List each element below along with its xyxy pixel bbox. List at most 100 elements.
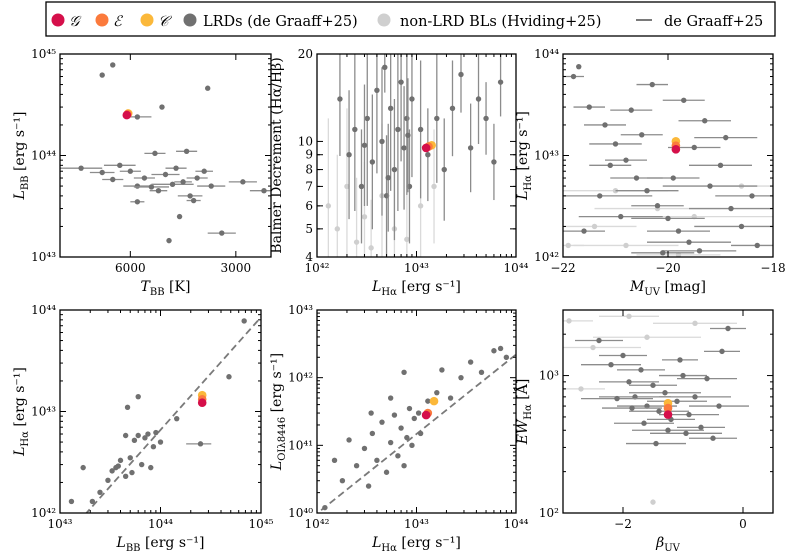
point-lrd xyxy=(602,122,608,128)
y-tick-label: 10 xyxy=(298,134,313,148)
point-lrd xyxy=(89,498,96,505)
point-G xyxy=(671,145,681,154)
point-lrd xyxy=(677,357,683,363)
point-C xyxy=(429,396,439,406)
point-lrd xyxy=(707,183,713,189)
point-lrd xyxy=(449,105,456,112)
x-tick-label: 10⁴³ xyxy=(404,261,429,275)
point-lrd xyxy=(409,96,415,102)
point-lrd xyxy=(491,159,497,165)
x-axis-label: TBB [K] xyxy=(141,279,191,298)
point-lrd xyxy=(322,504,328,511)
point-lrd xyxy=(99,72,105,78)
plot-area xyxy=(60,62,271,244)
point-lrd xyxy=(219,230,225,236)
x-tick-label: −2 xyxy=(614,517,632,531)
panels: 6000 3000 10⁴³ 10⁴⁴ 10⁴⁵ TBB [K] LBB [erg s⁻¹]… xyxy=(12,47,786,554)
point-lrd xyxy=(183,148,190,154)
point-lrd xyxy=(411,415,417,422)
point-lrd xyxy=(649,81,655,88)
point-lrd xyxy=(475,96,482,102)
legend-marker-G xyxy=(51,13,65,27)
plot-area xyxy=(563,63,773,257)
point-lrd xyxy=(447,395,454,401)
point-lrd xyxy=(644,403,650,409)
point-lrd xyxy=(391,166,398,173)
point-lrd xyxy=(383,469,390,475)
point-lrd xyxy=(644,187,650,194)
point-lrd xyxy=(497,345,504,352)
x-tick-label: 10⁴³ xyxy=(404,517,429,531)
point-lrd xyxy=(80,464,86,471)
point-lrd xyxy=(401,145,407,151)
point-lrd xyxy=(148,184,155,190)
y-axis-label: LHα [erg s⁻¹] xyxy=(515,111,534,201)
y-axis-label: EWHα [Å] xyxy=(513,379,534,446)
point-lrd xyxy=(608,361,614,368)
point-nonlrd xyxy=(692,320,698,327)
point-lrd xyxy=(628,107,634,113)
panel-frame xyxy=(59,309,262,514)
point-lrd xyxy=(174,415,180,422)
point-lrd xyxy=(425,398,431,404)
point-lrd xyxy=(124,404,131,410)
point-lrd xyxy=(339,478,346,484)
y-tick-label: 10⁴¹ xyxy=(288,438,313,452)
point-lrd xyxy=(150,443,157,450)
point-lrd xyxy=(387,105,394,112)
point-lrd xyxy=(176,213,183,220)
x-axis-label: LBB [erg s⁻¹] xyxy=(116,535,205,554)
point-lrd xyxy=(681,97,687,103)
point-lrd xyxy=(404,115,410,122)
point-lrd xyxy=(187,193,193,199)
point-lrd xyxy=(105,477,111,483)
point-lrd xyxy=(391,412,398,418)
point-lrd xyxy=(166,237,172,244)
point-lrd xyxy=(406,405,413,412)
point-lrd xyxy=(434,389,440,396)
chart-panel-5: 10⁴² 10⁴³ 10⁴⁴ 10⁴⁰ 10⁴¹ 10⁴² 10⁴³ LHα [erg s⁻¹… xyxy=(269,303,529,554)
point-lrd xyxy=(415,410,422,416)
y-axis-label: LHα [erg s⁻¹] xyxy=(12,367,31,457)
legend-label-G: 𝒢 xyxy=(69,14,82,30)
point-E xyxy=(663,403,673,413)
point-nonlrd xyxy=(325,203,332,209)
x-tick-label: 10⁴² xyxy=(305,261,330,275)
plot-area xyxy=(68,316,261,513)
point-lrd xyxy=(138,461,145,468)
point-lrd xyxy=(612,141,619,147)
point-lrd xyxy=(162,171,169,178)
point-lrd xyxy=(626,379,632,385)
point-lrd xyxy=(122,432,129,439)
point-lrd xyxy=(467,145,474,151)
x-tick-label: 6000 xyxy=(115,261,146,275)
point-lrd xyxy=(458,71,464,78)
point-lrd xyxy=(142,435,148,441)
point-lrd xyxy=(641,420,647,426)
point-lrd xyxy=(331,457,338,464)
legend-marker-lrd xyxy=(183,13,197,27)
point-lrd xyxy=(723,134,729,141)
legend-frame xyxy=(45,1,776,37)
y-tick-label: 10³ xyxy=(539,369,559,383)
point-lrd xyxy=(704,375,710,382)
point-lrd xyxy=(691,144,697,151)
point-lrd xyxy=(135,393,141,400)
x-tick-label: 10⁴³ xyxy=(48,517,73,531)
x-axis-label: βUV xyxy=(655,535,681,554)
point-lrd xyxy=(586,104,592,110)
point-lrd xyxy=(374,87,380,93)
point-lrd xyxy=(117,457,124,464)
point-lrd xyxy=(134,114,141,120)
legend-label-lrd: LRDs (de Graaff+25) xyxy=(203,14,358,30)
point-lrd xyxy=(395,126,401,133)
x-tick-label: 0 xyxy=(739,517,747,531)
point-lrd xyxy=(674,398,680,404)
y-tick-label: 20 xyxy=(298,47,313,61)
point-lrd xyxy=(692,394,698,400)
y-tick-label: 5 xyxy=(305,222,313,236)
point-nonlrd xyxy=(404,236,410,243)
x-axis-label: LHα [erg s⁻¹] xyxy=(371,535,461,554)
point-lrd xyxy=(581,228,587,234)
